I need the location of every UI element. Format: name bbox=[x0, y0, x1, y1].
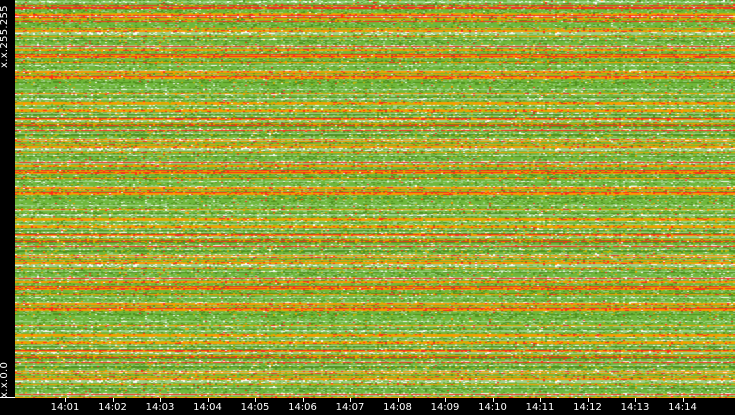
x-tick-label: 14:03 bbox=[145, 402, 175, 413]
y-tick-label-top: x.x.255.255 bbox=[0, 5, 10, 68]
heatmap-canvas bbox=[15, 0, 735, 398]
x-tick-label: 14:04 bbox=[193, 402, 222, 413]
x-tick-label: 14:01 bbox=[50, 402, 80, 413]
x-tick-label: 14:05 bbox=[240, 402, 270, 413]
x-tick-label: 14:07 bbox=[335, 402, 365, 413]
x-tick bbox=[302, 398, 304, 402]
x-tick-label: 14:10 bbox=[478, 402, 507, 413]
x-tick-label: 14:06 bbox=[288, 402, 317, 413]
x-tick bbox=[397, 398, 399, 402]
y-tick-label-bottom: x.x.0.0 bbox=[0, 361, 10, 398]
x-tick bbox=[635, 398, 636, 402]
x-tick bbox=[160, 398, 161, 402]
x-tick bbox=[65, 398, 66, 402]
x-tick-label: 14:14 bbox=[668, 402, 697, 413]
x-tick bbox=[587, 398, 589, 402]
x-tick-label: 14:12 bbox=[573, 402, 602, 413]
x-tick bbox=[112, 398, 114, 402]
x-tick-label: 14:02 bbox=[98, 402, 127, 413]
y-axis-line bbox=[0, 397, 15, 398]
x-tick-label: 14:11 bbox=[525, 402, 555, 413]
x-tick bbox=[350, 398, 351, 402]
x-tick bbox=[255, 398, 256, 402]
x-tick bbox=[445, 398, 446, 402]
x-tick-label: 14:13 bbox=[620, 402, 650, 413]
x-tick-label: 14:09 bbox=[430, 402, 460, 413]
x-tick bbox=[682, 398, 684, 402]
x-tick bbox=[207, 398, 209, 402]
x-tick bbox=[540, 398, 541, 402]
x-tick-label: 14:08 bbox=[383, 402, 412, 413]
x-tick bbox=[492, 398, 494, 402]
